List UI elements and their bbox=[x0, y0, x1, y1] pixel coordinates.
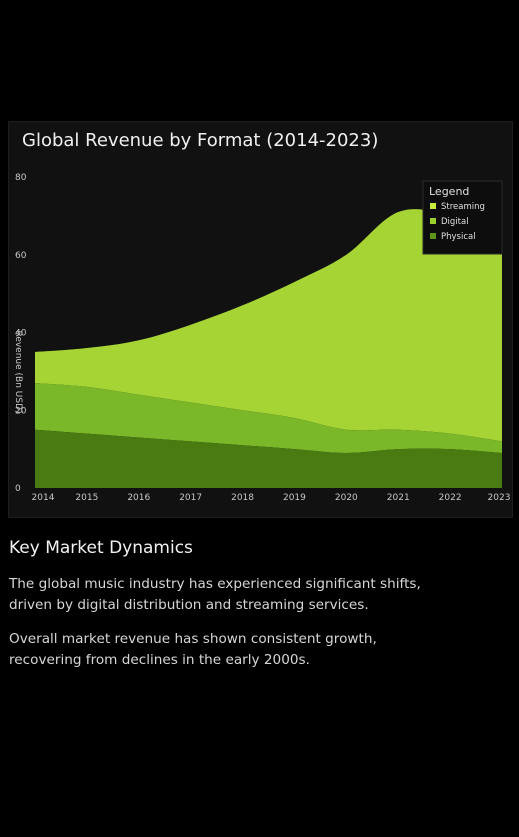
x-tick-label: 2023 bbox=[488, 493, 511, 503]
y-tick-label: 40 bbox=[15, 329, 27, 339]
x-tick-label: 2021 bbox=[387, 493, 410, 503]
revenue-area-chart: 2014 2015 2016 2017 2018 2019 2020 2021 2022 2023… bbox=[13, 173, 511, 503]
x-tick-label: 2016 bbox=[127, 493, 150, 503]
legend-swatch-streaming bbox=[430, 203, 436, 209]
legend-box bbox=[422, 180, 503, 255]
legend-swatch-digital bbox=[430, 218, 436, 224]
chart-title: Global Revenue by Format (2014-2023) bbox=[22, 130, 379, 151]
chart-card: Global Revenue by Format (2014-2023) 201… bbox=[8, 121, 513, 518]
x-tick-label: 2017 bbox=[179, 493, 202, 503]
legend-label-streaming: Streaming bbox=[441, 202, 485, 212]
section-heading: Key Market Dynamics bbox=[9, 538, 193, 558]
area-digital bbox=[35, 383, 502, 454]
x-axis-ticks: 2014 2015 2016 2017 2018 2019 2020 2021 2022 2023 bbox=[32, 493, 511, 503]
y-tick-label: 20 bbox=[15, 406, 27, 416]
legend-label-digital: Digital bbox=[441, 217, 469, 227]
article-paragraph-1: The global music industry has experience… bbox=[9, 576, 421, 613]
y-axis-ticks: 0 20 40 60 80 bbox=[15, 173, 27, 494]
chart-legend: Legend Streaming Digital Physical bbox=[422, 180, 503, 255]
y-axis-label: Revenue (Bn USD) bbox=[13, 330, 23, 413]
chart-areas bbox=[35, 209, 502, 488]
legend-swatch-physical bbox=[430, 233, 436, 239]
x-tick-label: 2015 bbox=[75, 493, 98, 503]
legend-title: Legend bbox=[429, 185, 469, 198]
article-paragraph-2: Overall market revenue has shown consist… bbox=[9, 631, 377, 668]
x-tick-label: 2022 bbox=[439, 493, 462, 503]
x-tick-label: 2019 bbox=[283, 493, 306, 503]
area-physical bbox=[35, 429, 502, 488]
x-tick-label: 2018 bbox=[231, 493, 254, 503]
legend-label-physical: Physical bbox=[441, 232, 476, 242]
y-tick-label: 60 bbox=[15, 251, 27, 261]
x-tick-label: 2020 bbox=[335, 493, 358, 503]
y-tick-label: 80 bbox=[15, 173, 27, 183]
x-tick-label: 2014 bbox=[32, 493, 55, 503]
y-tick-label: 0 bbox=[15, 484, 21, 494]
area-streaming bbox=[35, 209, 502, 442]
article-section: Key Market Dynamics The global music ind… bbox=[9, 538, 429, 684]
